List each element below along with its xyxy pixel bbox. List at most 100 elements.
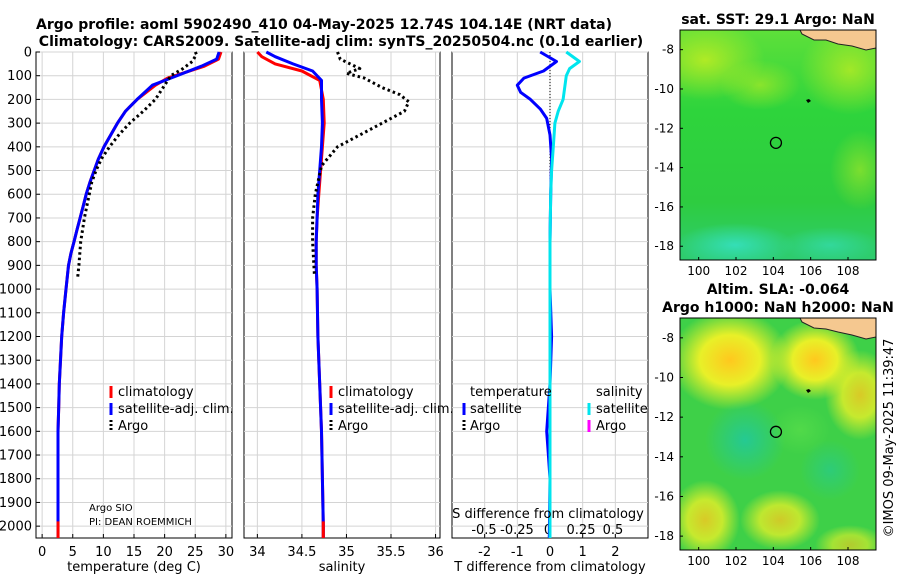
sst-map-field — [680, 30, 876, 260]
legend-salinity-title: salinity — [596, 385, 643, 400]
legend-t-satellite-label: satellite — [470, 402, 522, 417]
map-x-tick-label: 108 — [837, 554, 860, 568]
map-x-tick-label: 104 — [762, 264, 785, 278]
map-y-tick-label: -14 — [654, 161, 674, 175]
x-tick-label: -1 — [511, 545, 524, 560]
credit-institution: Argo SIO — [89, 503, 133, 514]
map-x-tick-label: 100 — [687, 554, 710, 568]
x-tick-label: 5 — [69, 545, 77, 560]
y-tick-label: 300 — [7, 117, 32, 132]
x-tick-label: 20 — [156, 545, 173, 560]
x-tick-label: 0 — [38, 545, 46, 560]
y-tick-label: 600 — [7, 188, 32, 203]
legend-climatology-label: climatology — [338, 385, 414, 400]
map-y-tick-label: -8 — [662, 43, 674, 57]
temperature-legend: climatology satellite-adj. clim. Argo — [109, 385, 234, 434]
salinity-legend: climatology satellite-adj. clim. Argo — [329, 385, 454, 434]
difference-series — [515, 50, 581, 539]
series-salinity-satellite — [548, 50, 581, 538]
y-tick-label: 800 — [7, 235, 32, 250]
sst-map-axes: 100 102 104 106 108 -8 -10 -12 -14 -16 -18 — [654, 43, 859, 278]
series-climatology — [56, 51, 223, 538]
difference-legend: temperature salinity satellite Argo sate… — [462, 385, 648, 434]
map-x-tick-label: 100 — [687, 264, 710, 278]
y-tick-label: 1900 — [0, 496, 32, 511]
series-temperature-satellite — [515, 50, 558, 539]
y-tick-label: 1100 — [0, 306, 32, 321]
x-tick-label: 34.5 — [287, 545, 316, 560]
y-tick-label: 200 — [7, 93, 32, 108]
x-tick-label: 30 — [218, 545, 235, 560]
credit-pi: PI: DEAN ROEMMICH — [89, 517, 192, 528]
y-tick-label: 400 — [7, 140, 32, 155]
map-x-tick-label: 104 — [762, 554, 785, 568]
imos-stamp: ©IMOS 09-May-2025 11:39:47 — [882, 339, 897, 538]
legend-satellite-label: satellite-adj. clim. — [118, 402, 234, 417]
x-tick-label: 15 — [126, 545, 143, 560]
y-tick-label: 1600 — [0, 425, 32, 440]
y-tick-label: 1300 — [0, 354, 32, 369]
sla-land-java — [799, 318, 876, 340]
legend-climatology-label: climatology — [118, 385, 194, 400]
map-y-tick-label: -18 — [654, 239, 674, 253]
legend-s-argo-label: Argo — [596, 419, 626, 434]
x-tick-label: 36 — [427, 545, 444, 560]
sst-argo-location-marker — [769, 136, 783, 149]
y-tick-label: 1400 — [0, 377, 32, 392]
difference-x2label: S difference from climatology — [452, 507, 644, 522]
series-argo — [311, 51, 411, 275]
x2-tick-label: 0.5 — [603, 523, 624, 538]
map-x-tick-label: 102 — [725, 554, 748, 568]
salinity-panel — [243, 51, 441, 539]
sla-argo-location-marker — [769, 425, 783, 438]
sst-island-marker — [806, 99, 811, 103]
y-tick-label: 1000 — [0, 283, 32, 298]
sst-map-title: sat. SST: 29.1 Argo: NaN — [681, 12, 875, 28]
salinity-series — [256, 50, 411, 538]
x-tick-label: 10 — [95, 545, 112, 560]
legend-argo-label: Argo — [118, 419, 148, 434]
series-climatology — [256, 50, 326, 538]
map-y-tick-label: -16 — [654, 200, 674, 214]
y-tick-label: 1700 — [0, 449, 32, 464]
x-tick-label: 0 — [546, 545, 554, 560]
header-title-line1: Argo profile: aoml 5902490_410 04-May-20… — [36, 17, 612, 33]
x2-tick-label: 0.25 — [567, 523, 596, 538]
map-y-tick-label: -12 — [654, 410, 674, 424]
legend-satellite-label: satellite-adj. clim. — [338, 402, 454, 417]
sla-map-field — [680, 318, 876, 550]
y-tick-label: 900 — [7, 259, 32, 274]
map-y-tick-label: -18 — [654, 529, 674, 543]
sla-map-frame — [679, 317, 877, 551]
y-tick-label: 2000 — [0, 520, 32, 535]
map-x-tick-label: 108 — [837, 264, 860, 278]
x-tick-label: 25 — [187, 545, 204, 560]
sst-land-java — [799, 30, 876, 51]
map-x-tick-label: 106 — [799, 264, 822, 278]
y-tick-label: 100 — [7, 69, 32, 84]
map-y-tick-label: -10 — [654, 370, 674, 384]
map-x-tick-label: 102 — [725, 264, 748, 278]
map-y-tick-label: -12 — [654, 121, 674, 135]
x2-tick-label: -0.5 — [471, 523, 496, 538]
sla-map-title2: Argo h1000: NaN h2000: NaN — [662, 300, 894, 316]
sst-map-frame — [679, 29, 877, 261]
x-tick-label: 1 — [579, 545, 587, 560]
map-y-tick-label: -10 — [654, 82, 674, 96]
temperature-xlabel: temperature (deg C) — [67, 560, 201, 575]
map-y-tick-label: -8 — [662, 331, 674, 345]
x2-tick-label: -0.25 — [500, 523, 534, 538]
temperature-grid: 0 5 10 15 20 25 300100200300400500600700800900… — [0, 46, 234, 561]
sla-island-marker — [806, 389, 811, 393]
temperature-series — [56, 51, 223, 538]
legend-s-satellite-label: satellite — [596, 402, 648, 417]
series-satellite-adj-clim- — [265, 50, 325, 538]
y-tick-label: 0 — [24, 46, 32, 61]
salinity-grid: 34 34.5 35 35.5 36 — [244, 51, 444, 560]
x-tick-label: 34 — [249, 545, 266, 560]
header-title-line2: Climatology: CARS2009. Satellite-adj cli… — [39, 34, 643, 50]
y-tick-label: 1200 — [0, 330, 32, 345]
series-satellite-adj-clim- — [56, 51, 221, 538]
map-x-tick-label: 106 — [799, 554, 822, 568]
